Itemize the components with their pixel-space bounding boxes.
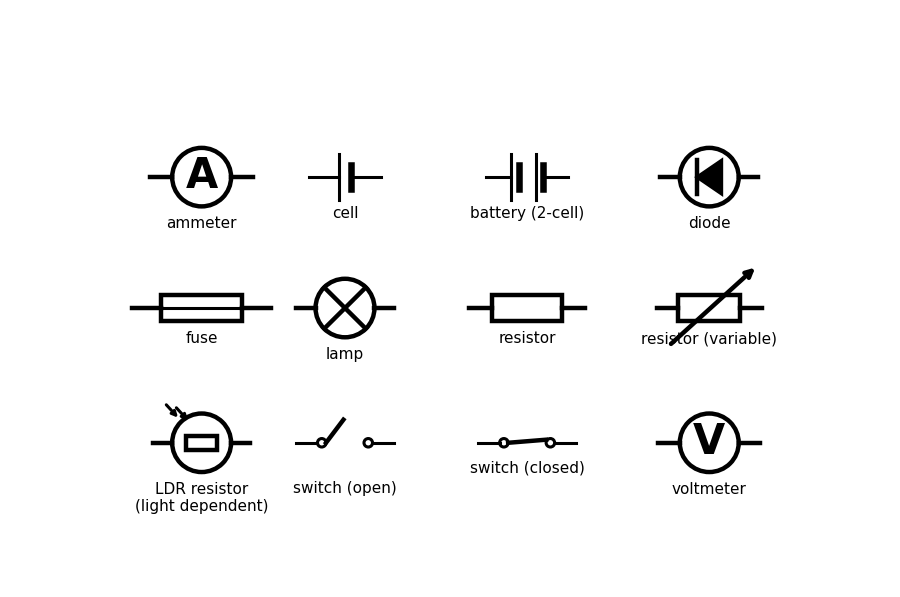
Text: battery (2-cell): battery (2-cell) [470, 207, 584, 221]
Text: switch (closed): switch (closed) [470, 460, 585, 475]
Bar [161, 296, 242, 321]
Text: switch (open): switch (open) [293, 481, 397, 496]
Text: ammeter: ammeter [166, 216, 237, 232]
Bar [679, 295, 740, 321]
Text: fuse: fuse [185, 331, 218, 346]
Text: cell: cell [332, 207, 358, 221]
Text: LDR resistor
(light dependent): LDR resistor (light dependent) [135, 482, 268, 515]
Bar [492, 295, 562, 321]
Polygon shape [697, 160, 722, 194]
Text: resistor: resistor [499, 331, 556, 346]
Text: A: A [185, 155, 218, 198]
Text: diode: diode [688, 216, 731, 232]
Text: lamp: lamp [326, 347, 365, 362]
Bar [186, 436, 217, 450]
Text: resistor (variable): resistor (variable) [641, 331, 778, 346]
Text: V: V [693, 421, 725, 463]
Text: voltmeter: voltmeter [671, 482, 747, 497]
